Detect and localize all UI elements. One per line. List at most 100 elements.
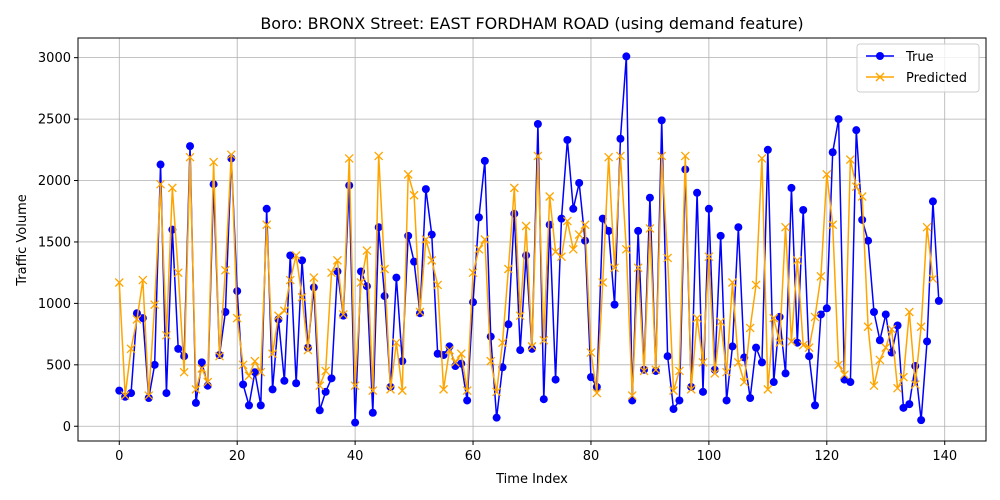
data-point-predicted <box>928 274 938 284</box>
series-line-true <box>118 55 940 424</box>
data-point-predicted <box>232 313 242 323</box>
data-point-predicted <box>739 377 749 387</box>
data-point-predicted <box>810 312 820 322</box>
data-point-predicted <box>781 222 790 232</box>
y-tick-label: 3000 <box>38 51 71 66</box>
data-point-true <box>469 298 478 307</box>
x-tick-label: 0 <box>115 449 123 464</box>
data-point-true <box>704 204 713 213</box>
data-point-true <box>463 396 472 405</box>
data-point-true <box>492 413 501 422</box>
legend-predicted-label: Predicted <box>906 71 967 86</box>
data-point-true <box>268 385 277 394</box>
data-point-predicted <box>686 384 696 394</box>
data-point-predicted <box>598 278 608 287</box>
series-layer <box>114 52 943 427</box>
data-point-predicted <box>775 338 785 348</box>
data-point-predicted <box>492 387 502 397</box>
data-point-predicted <box>816 271 826 281</box>
data-point-predicted <box>692 313 702 323</box>
data-point-true <box>186 142 195 151</box>
data-point-predicted <box>674 366 684 376</box>
data-point-true <box>144 393 153 402</box>
data-point-predicted <box>285 275 295 285</box>
data-point-predicted <box>226 150 236 160</box>
data-point-true <box>622 52 631 61</box>
data-point-predicted <box>480 235 490 244</box>
data-point-true <box>262 204 271 213</box>
data-point-true <box>663 352 672 361</box>
data-point-true <box>934 296 943 305</box>
data-point-true <box>757 358 766 367</box>
data-point-predicted <box>568 244 578 254</box>
data-point-true <box>923 337 932 346</box>
data-point-true <box>398 357 407 366</box>
legend-true-label: True <box>905 50 934 65</box>
data-point-predicted <box>327 268 336 278</box>
data-point-true <box>474 213 483 222</box>
data-point-true <box>427 230 436 239</box>
data-point-predicted <box>745 323 755 333</box>
data-point-true <box>410 257 419 266</box>
data-point-true <box>286 251 295 260</box>
data-point-predicted <box>557 252 566 262</box>
data-point-true <box>834 115 843 124</box>
data-point-predicted <box>156 179 166 189</box>
data-point-predicted <box>733 357 743 367</box>
data-point-true <box>893 321 902 330</box>
data-point-predicted <box>332 255 342 265</box>
data-point-predicted <box>173 268 183 278</box>
data-point-true <box>392 273 401 282</box>
series-predicted <box>114 150 938 400</box>
data-point-true <box>404 231 413 240</box>
data-point-predicted <box>722 367 732 377</box>
data-point-predicted <box>769 313 779 323</box>
data-point-predicted <box>444 345 454 355</box>
data-point-predicted <box>621 244 631 254</box>
data-point-true <box>250 368 259 377</box>
data-point-predicted <box>580 220 590 230</box>
data-point-predicted <box>268 349 278 359</box>
data-point-true <box>115 386 124 395</box>
data-point-true <box>256 401 265 410</box>
data-point-true <box>693 188 702 197</box>
data-point-true <box>846 378 855 387</box>
data-point-true <box>156 160 165 169</box>
data-point-true <box>864 236 873 245</box>
data-point-predicted <box>910 380 920 389</box>
data-point-predicted <box>627 391 637 400</box>
data-point-true <box>545 220 554 229</box>
data-point-true <box>769 378 778 387</box>
data-point-true <box>551 375 560 384</box>
data-point-true <box>351 418 360 427</box>
data-point-predicted <box>415 307 425 317</box>
data-point-true <box>368 408 377 417</box>
data-point-predicted <box>498 338 507 348</box>
data-point-predicted <box>509 183 519 193</box>
data-point-true <box>516 346 525 355</box>
data-point-true <box>174 344 183 353</box>
data-point-predicted <box>898 372 908 382</box>
data-point-predicted <box>380 264 390 274</box>
data-point-true <box>539 395 548 404</box>
data-point-true <box>858 215 867 224</box>
data-point-predicted <box>539 335 549 345</box>
data-point-predicted <box>728 278 737 287</box>
x-tick-label: 20 <box>229 449 246 464</box>
data-point-true <box>816 310 825 319</box>
data-point-predicted <box>574 230 584 240</box>
data-point-true <box>728 342 737 351</box>
data-point-true <box>233 287 242 296</box>
data-point-predicted <box>256 367 266 377</box>
data-point-predicted <box>368 386 378 396</box>
x-tick-label: 100 <box>696 449 721 464</box>
data-point-predicted <box>321 366 331 376</box>
data-point-predicted <box>150 300 160 310</box>
x-tick-label: 120 <box>814 449 839 464</box>
data-point-predicted <box>645 223 655 233</box>
data-point-predicted <box>397 386 407 396</box>
data-point-true <box>881 310 890 319</box>
data-point-true <box>775 312 784 321</box>
data-point-predicted <box>586 348 596 357</box>
data-point-true <box>315 406 324 415</box>
